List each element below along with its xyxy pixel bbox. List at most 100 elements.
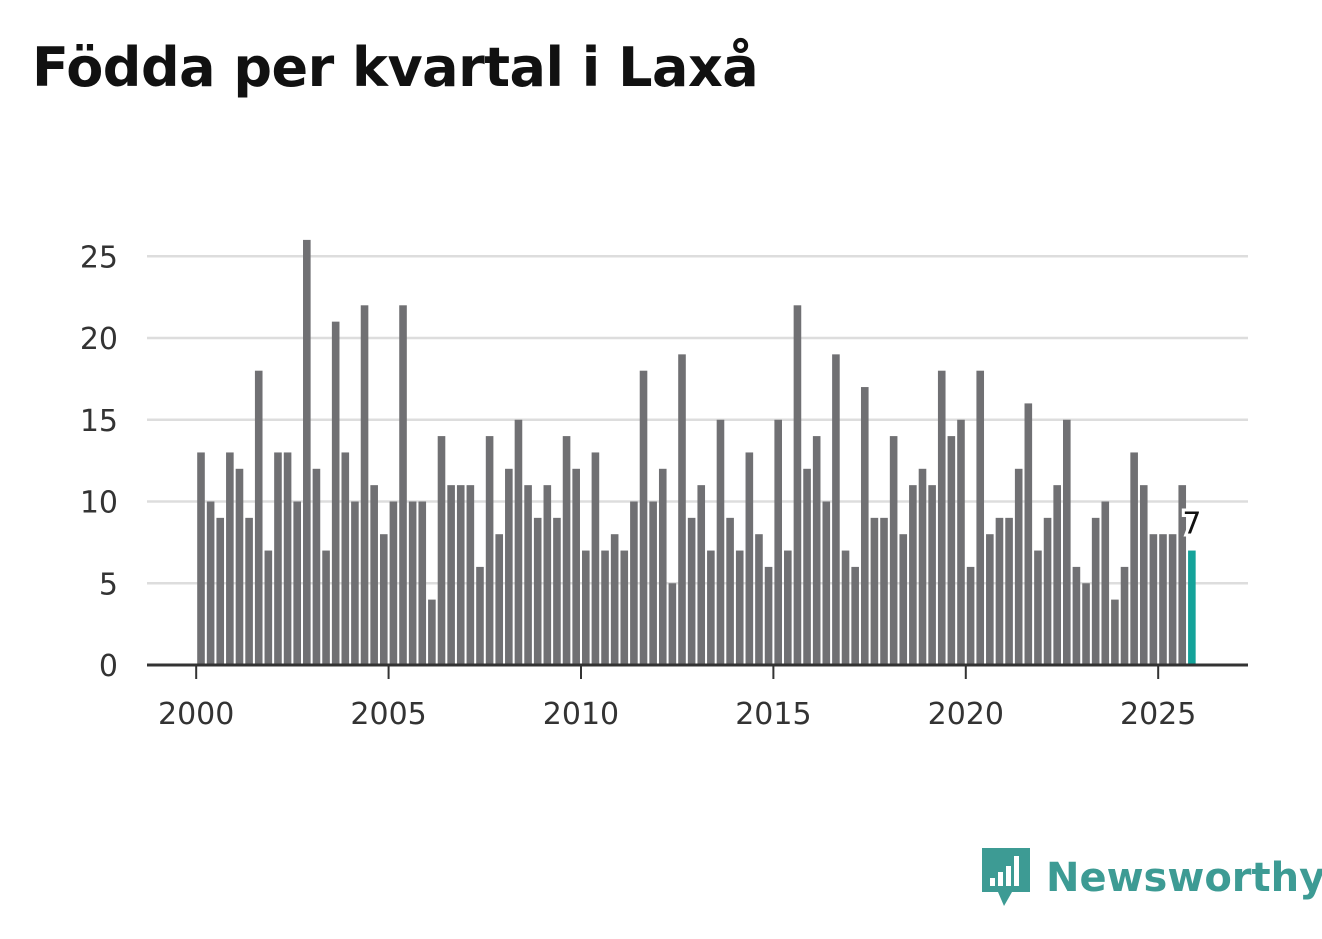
bar [379,534,388,665]
bar [331,321,340,665]
bar [197,452,205,665]
bar [1024,403,1033,665]
bar [986,534,994,665]
bar [341,452,350,665]
bar [697,485,706,665]
bar [649,501,657,665]
bar [1014,468,1023,665]
bar [351,501,359,665]
bar [774,419,782,665]
bar [889,436,898,665]
bar [1082,583,1090,665]
bar [1043,517,1052,665]
bar [476,566,484,665]
y-tick-label: 5 [99,567,118,602]
bar [1091,517,1100,665]
bar [524,485,532,665]
bar [639,370,648,665]
bar [966,566,975,665]
bar [562,436,571,665]
bar [389,501,398,665]
bar [745,452,754,665]
y-axis-ticks: 0 5 10 15 20 25 [80,240,118,684]
brand-logo: Newsworthy [982,848,1322,908]
bar [735,550,744,665]
bar [303,239,311,665]
bar [437,436,446,665]
bar [1159,534,1167,665]
bar [206,501,215,665]
bar [245,517,253,665]
bar [803,468,811,665]
brand-name: Newsworthy [1046,855,1322,901]
bar [447,485,455,665]
bar [322,550,330,665]
bar [630,501,638,665]
bar [764,566,773,665]
bar [658,468,667,665]
x-tick-label: 2000 [158,697,234,732]
bar [1072,566,1081,665]
y-tick-label: 20 [80,322,118,357]
bar [899,534,908,665]
bar [957,419,965,665]
bar [1053,485,1061,665]
bar [928,485,936,665]
bar [1168,534,1177,665]
bar [428,599,436,665]
bar [408,501,417,665]
bar [254,370,263,665]
bar [822,501,831,665]
bar [591,452,600,665]
bar-chart-speech-bubble-icon [982,848,1030,906]
bar [841,550,850,665]
bar [1120,566,1129,665]
bar [505,468,513,665]
bar [370,485,378,665]
x-tick-label: 2010 [543,697,619,732]
bar [360,305,369,665]
bar [880,517,888,665]
bar [678,354,686,665]
bar [610,534,619,665]
bar [235,468,244,665]
bar [274,452,282,665]
bar [418,501,427,665]
bar [784,550,792,665]
bar [716,419,725,665]
bar [226,452,234,665]
bar [283,452,292,665]
y-tick-label: 0 [99,649,118,684]
x-tick-label: 2025 [1120,697,1196,732]
bar [832,354,840,665]
bar [909,485,917,665]
x-tick-label: 2015 [735,697,811,732]
bar [793,305,802,665]
y-tick-label: 25 [80,240,118,275]
y-tick-label: 10 [80,486,118,521]
bar [1139,485,1148,665]
bar [620,550,629,665]
bar [1034,550,1042,665]
bar [812,436,821,665]
bar [582,550,590,665]
bar [312,468,321,665]
bar [668,583,677,665]
bar [860,387,869,665]
bar [726,517,734,665]
bar-series [197,239,1196,665]
last-value-annotation: 7 [1179,504,1204,545]
x-axis-ticks: 2000 2005 2010 2015 2020 2025 [158,665,1196,732]
bar [514,419,523,665]
x-tick-label: 2020 [928,697,1004,732]
bar [485,436,494,665]
bar [918,468,927,665]
bar [755,534,763,665]
bar [601,550,609,665]
bar [399,305,407,665]
last-value-label: 7 [1182,507,1201,542]
bar [572,468,580,665]
bar [851,566,859,665]
bar [1149,534,1158,665]
